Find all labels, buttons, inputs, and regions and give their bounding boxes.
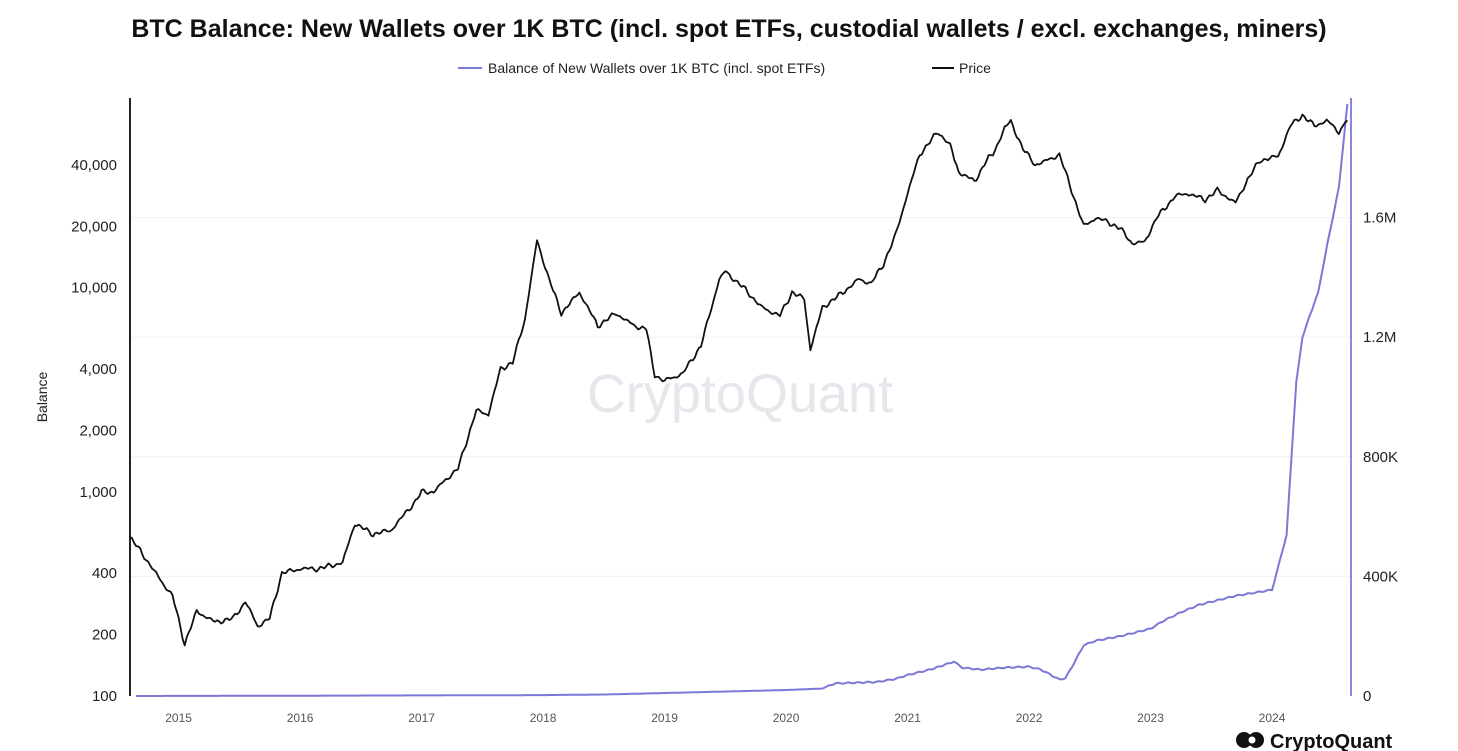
right-tick-label-4: 1.6M	[1363, 210, 1396, 227]
brand: CryptoQuant	[1236, 731, 1393, 751]
left-axis-ticks: 100 200 400 1,000 2,000 4,000 10,000 20,000 40,0…	[71, 157, 117, 705]
x-tick-label-6: 2021	[894, 711, 921, 725]
left-tick-label-5: 4,000	[79, 361, 117, 378]
left-tick-label-1: 200	[92, 627, 117, 644]
legend: Balance of New Wallets over 1K BTC (incl…	[458, 60, 991, 76]
left-tick-label-0: 100	[92, 688, 117, 705]
balance-series-line	[136, 103, 1349, 697]
legend-label-balance: Balance of New Wallets over 1K BTC (incl…	[488, 60, 825, 76]
x-tick-label-2: 2017	[408, 711, 435, 725]
cryptoquant-logo-icon	[1236, 732, 1264, 748]
x-tick-label-7: 2022	[1016, 711, 1043, 725]
x-axis-ticks: 2015 2016 2017 2018 2019 2020 2021 2022 2023 2024	[165, 711, 1285, 725]
x-tick-label-3: 2018	[530, 711, 557, 725]
left-tick-label-4: 2,000	[79, 422, 117, 439]
y-axis-label: Balance	[34, 371, 50, 422]
chart-title: BTC Balance: New Wallets over 1K BTC (in…	[131, 15, 1326, 43]
brand-name: CryptoQuant	[1270, 731, 1393, 751]
right-tick-label-0: 0	[1363, 688, 1371, 705]
left-tick-label-6: 10,000	[71, 280, 117, 297]
price-series-line	[129, 113, 1349, 647]
x-tick-label-0: 2015	[165, 711, 192, 725]
x-tick-label-1: 2016	[287, 711, 314, 725]
right-tick-label-1: 400K	[1363, 568, 1398, 585]
watermark: CryptoQuant	[587, 364, 893, 424]
left-tick-label-8: 40,000	[71, 157, 117, 174]
left-tick-label-2: 400	[92, 565, 117, 582]
left-tick-label-3: 1,000	[79, 484, 117, 501]
left-tick-label-7: 20,000	[71, 218, 117, 235]
x-tick-label-5: 2020	[773, 711, 800, 725]
x-tick-label-9: 2024	[1259, 711, 1286, 725]
right-tick-label-3: 1.2M	[1363, 329, 1396, 346]
x-tick-label-8: 2023	[1137, 711, 1164, 725]
right-axis-ticks: 0 400K 800K 1.2M 1.6M	[1363, 210, 1398, 705]
legend-label-price: Price	[959, 60, 991, 76]
right-tick-label-2: 800K	[1363, 449, 1398, 466]
gridlines	[130, 217, 1351, 577]
x-tick-label-4: 2019	[651, 711, 678, 725]
